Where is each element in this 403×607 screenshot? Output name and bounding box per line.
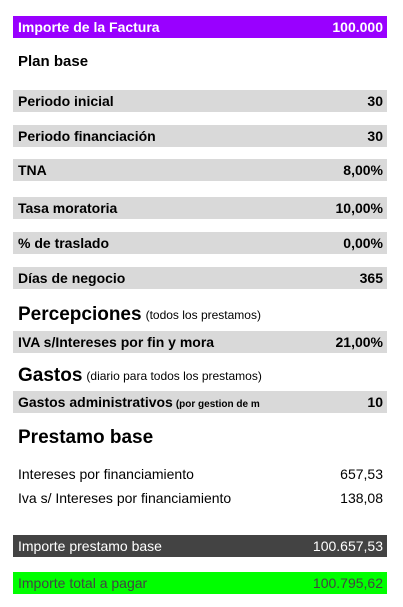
iva-financiamiento-label: Iva s/ Intereses por financiamiento (18, 490, 232, 506)
invoice-amount-label: Importe de la Factura (18, 19, 160, 35)
param-value: 365 (359, 270, 383, 286)
gastos-administrativos-label: Gastos administrativos (18, 394, 173, 410)
param-value: 0,00% (343, 235, 383, 251)
param-row-dias-negocio: Días de negocio 365 (13, 267, 387, 289)
param-label: Periodo inicial (18, 93, 114, 109)
param-value: 8,00% (343, 162, 383, 178)
importe-prestamo-base-label: Importe prestamo base (18, 538, 162, 554)
plan-base-title: Plan base (18, 52, 89, 70)
param-row-tasa-moratoria: Tasa moratoria 10,00% (13, 197, 387, 219)
param-label: Días de negocio (18, 270, 126, 286)
intereses-financiamiento-label: Intereses por financiamiento (18, 466, 194, 482)
invoice-amount-value: 100.000 (332, 19, 383, 35)
iva-intereses-value: 21,00% (335, 334, 383, 350)
param-label: % de traslado (18, 235, 110, 251)
importe-prestamo-base-value: 100.657,53 (312, 538, 383, 554)
prestamo-base-heading: Prestamo base (13, 425, 387, 451)
gastos-note: (diario para todos los prestamos) (86, 369, 262, 383)
iva-financiamiento-row: Iva s/ Intereses por financiamiento 138,… (13, 487, 387, 509)
intereses-financiamiento-value: 657,53 (340, 466, 383, 482)
param-row-periodo-inicial: Periodo inicial 30 (13, 90, 387, 112)
param-row-periodo-financiacion: Periodo financiación 30 (13, 125, 387, 147)
param-value: 30 (367, 128, 383, 144)
gastos-heading: Gastos (diario para todos los prestamos) (13, 363, 387, 389)
percepciones-note: (todos los prestamos) (145, 308, 261, 322)
plan-base-title-row: Plan base (13, 50, 387, 72)
gastos-administrativos-value: 10 (367, 394, 383, 410)
param-value: 10,00% (335, 200, 383, 216)
gastos-administrativos-note: (por gestion de m (175, 399, 260, 410)
importe-prestamo-base-row: Importe prestamo base 100.657,53 (13, 535, 387, 557)
iva-intereses-row: IVA s/Intereses por fin y mora 21,00% (13, 331, 387, 353)
gastos-title: Gastos (18, 365, 83, 386)
param-row-tna: TNA 8,00% (13, 159, 387, 181)
param-label: TNA (18, 162, 47, 178)
param-label: Tasa moratoria (18, 200, 118, 216)
iva-intereses-label: IVA s/Intereses por fin y mora (18, 334, 215, 350)
prestamo-base-title: Prestamo base (18, 427, 154, 448)
importe-total-row: Importe total a pagar 100.795,62 (13, 572, 387, 594)
param-row-traslado: % de traslado 0,00% (13, 232, 387, 254)
iva-financiamiento-value: 138,08 (340, 490, 383, 506)
gastos-administrativos-label-wrap: Gastos administrativos (por gestion de m (18, 394, 361, 410)
param-label: Periodo financiación (18, 128, 156, 144)
percepciones-heading: Percepciones (todos los prestamos) (13, 302, 387, 328)
importe-total-value: 100.795,62 (312, 575, 383, 591)
param-value: 30 (367, 93, 383, 109)
invoice-amount-row: Importe de la Factura 100.000 (13, 16, 387, 38)
percepciones-title: Percepciones (18, 304, 142, 325)
importe-total-label: Importe total a pagar (18, 575, 148, 591)
intereses-financiamiento-row: Intereses por financiamiento 657,53 (13, 463, 387, 485)
gastos-administrativos-row: Gastos administrativos (por gestion de m … (13, 391, 387, 413)
